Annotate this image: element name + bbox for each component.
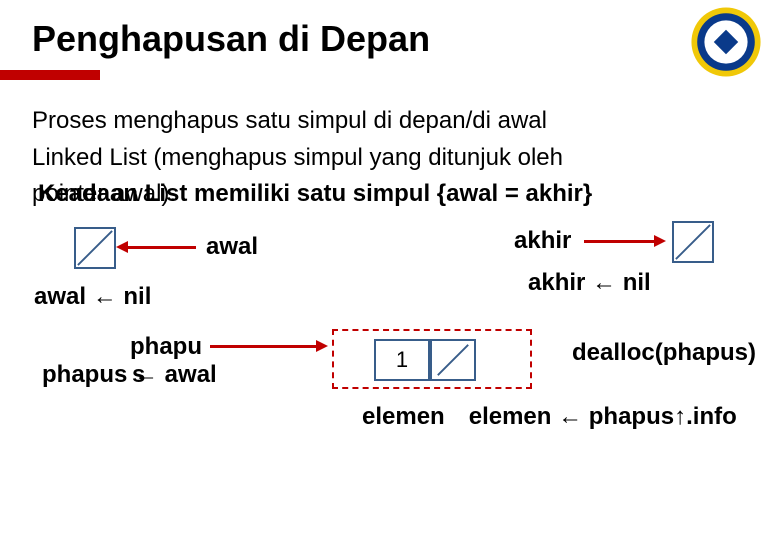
phapus-assign-text: phapus ← awal: [42, 361, 217, 389]
body-line-3b: Keadaan List memiliki satu simpul {awal …: [38, 179, 592, 210]
page-title: Penghapusan di Depan: [32, 18, 748, 60]
university-logo: [690, 6, 762, 78]
body-line-2: Linked List (menghapus simpul yang ditun…: [32, 143, 722, 174]
phapus-s: s: [132, 361, 145, 389]
akhir-label: akhir: [514, 227, 571, 255]
awal-pointer-box: [74, 227, 116, 269]
akhir-arrow-head: [654, 235, 666, 247]
body-line-1: Proses menghapus satu simpul di depan/di…: [32, 106, 722, 137]
akhir-nil-text: akhir ← nil: [528, 269, 651, 297]
node-next-cell: [430, 339, 476, 381]
dealloc-text: dealloc(phapus): [572, 339, 756, 367]
elemen-label: elemen: [362, 403, 445, 431]
accent-divider: [0, 70, 100, 80]
phapu-label: phapu: [130, 333, 202, 361]
akhir-arrow: [584, 240, 658, 243]
awal-label: awal: [206, 233, 258, 261]
phapus-arrow: [210, 345, 320, 348]
phapus-arrow-head: [316, 340, 328, 352]
awal-nil-text: awal ← nil: [34, 283, 151, 311]
awal-arrow-head: [116, 241, 128, 253]
elemen-assign-text: elemen ← phapus↑.info: [469, 403, 737, 431]
dealloc-region: 1: [332, 329, 532, 389]
awal-arrow: [124, 246, 196, 249]
akhir-pointer-box: [672, 221, 714, 263]
node-info-cell: 1: [374, 339, 430, 381]
